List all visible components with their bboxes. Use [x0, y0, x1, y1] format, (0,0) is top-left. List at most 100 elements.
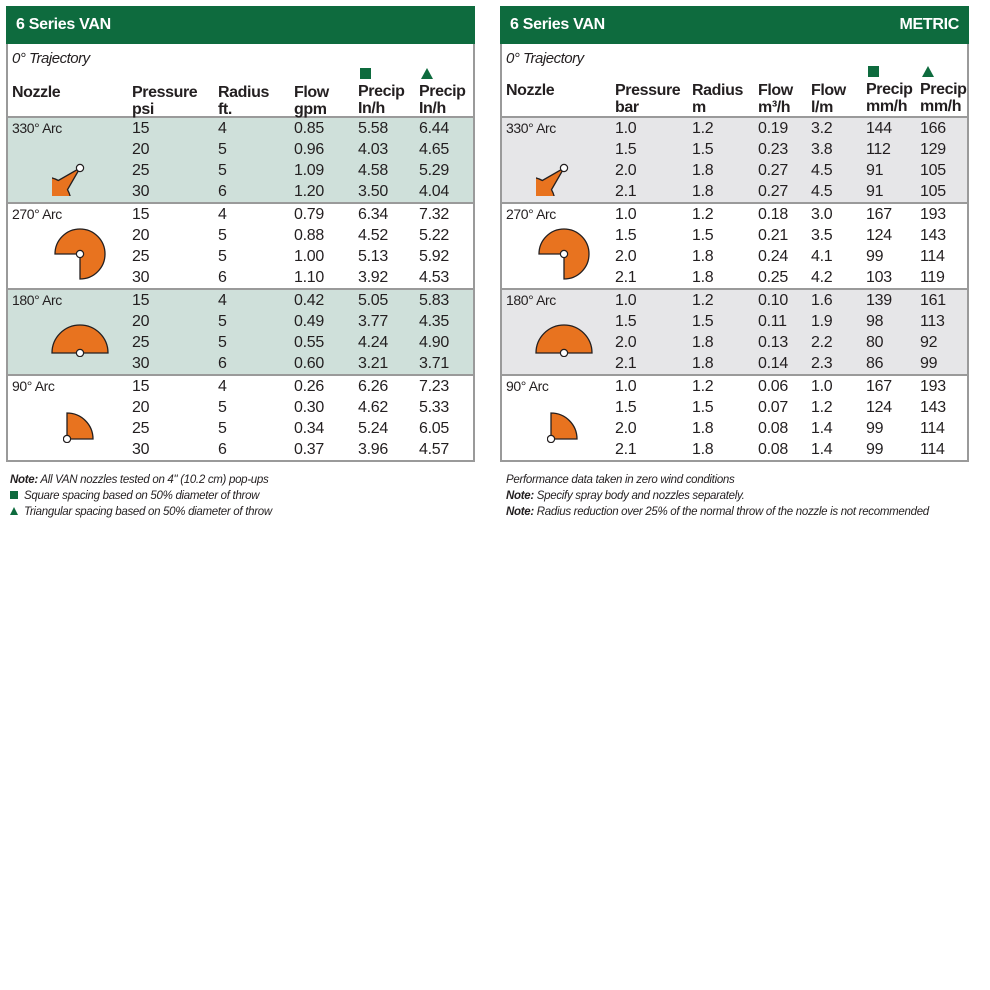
table-row: 1.0 1.2 0.18 3.0 167 193	[502, 204, 967, 225]
table-cell: 1.5	[692, 141, 714, 158]
table-cell: 4.03	[358, 141, 388, 158]
table-cell: 6	[218, 183, 227, 200]
table-cell: 2.0	[615, 162, 637, 179]
arc-label: 330° Arc	[506, 120, 556, 136]
table-cell: 1.5	[692, 227, 714, 244]
table-cell: 0.85	[294, 120, 324, 137]
table-cell: 124	[866, 227, 892, 244]
metric-table: 0° Trajectory Nozzle Pressure bar Radius m…	[500, 44, 969, 462]
trajectory-label: 0° Trajectory	[12, 50, 90, 67]
table-cell: 3.96	[358, 441, 388, 458]
table-cell: 3.2	[811, 120, 833, 137]
metric-table-panel: 6 Series VAN METRIC 0° Trajectory Nozzle…	[500, 6, 969, 462]
table-cell: 0.30	[294, 399, 324, 416]
table-cell: 112	[866, 141, 891, 158]
table-cell: 5.29	[419, 162, 449, 179]
table-row: 25 5 1.09 4.58 5.29	[8, 160, 473, 181]
table-row: 1.0 1.2 0.19 3.2 144 166	[502, 118, 967, 139]
nozzle-header: Nozzle	[506, 82, 555, 99]
note-radius-reduction: Note: Radius reduction over 25% of the n…	[506, 506, 929, 518]
table-cell: 0.13	[758, 334, 788, 351]
arc-label: 180° Arc	[506, 292, 556, 308]
table-cell: 4.35	[419, 313, 449, 330]
table-cell: 0.08	[758, 420, 788, 437]
table-cell: 6	[218, 269, 227, 286]
table-cell: 5	[218, 334, 227, 351]
table-row: 1.0 1.2 0.10 1.6 139 161	[502, 290, 967, 311]
note-triangle: Triangular spacing based on 50% diameter…	[10, 504, 272, 520]
pressure-header: Pressure psi	[132, 84, 198, 118]
table-cell: 0.14	[758, 355, 788, 372]
table-cell: 103	[866, 269, 892, 286]
table-cell: 0.34	[294, 420, 324, 437]
imperial-table-title: 6 Series VAN	[16, 16, 111, 33]
table-cell: 1.0	[615, 120, 637, 137]
table-cell: 0.10	[758, 292, 788, 309]
table-cell: 139	[866, 292, 892, 309]
table-cell: 4.58	[358, 162, 388, 179]
arc-label: 270° Arc	[506, 206, 556, 222]
table-cell: 1.2	[811, 399, 833, 416]
nozzle-group: 180° Arc 1.0 1.2 0.10 1.6 139 161 1.5 1.5 0.11 1.9…	[502, 290, 967, 376]
table-cell: 1.5	[615, 399, 637, 416]
column-headers: Nozzle Pressure psi Radius ft. Flow gpm Pre…	[8, 68, 473, 118]
table-cell: 5.05	[358, 292, 388, 309]
nozzle-group: 330° Arc 15 4 0.85 5.58 6.44 20 5 0.96 4.03 4.65 25…	[8, 118, 473, 228]
table-cell: 99	[866, 420, 884, 437]
nozzle-group: 90° Arc 15 4 0.26 6.26 7.23 20 5 0.30 4.62 5.33 25 5…	[8, 376, 473, 460]
table-cell: 2.0	[615, 420, 637, 437]
table-row: 1.5 1.5 0.11 1.9 98 113	[502, 311, 967, 332]
table-cell: 1.00	[294, 248, 324, 265]
table-row: 1.0 1.2 0.06 1.0 167 193	[502, 376, 967, 397]
table-cell: 161	[920, 292, 946, 309]
table-cell: 1.8	[692, 269, 714, 286]
table-cell: 1.5	[615, 141, 637, 158]
table-cell: 113	[920, 313, 945, 330]
precip-triangle-header: Precip mm/h	[920, 64, 967, 115]
triangle-icon	[10, 507, 18, 515]
table-cell: 7.23	[419, 378, 449, 395]
table-cell: 4	[218, 378, 227, 395]
table-cell: 0.96	[294, 141, 324, 158]
precip-square-header: Precip In/h	[358, 66, 405, 117]
table-cell: 1.8	[692, 162, 714, 179]
table-cell: 0.27	[758, 162, 788, 179]
table-cell: 5.24	[358, 420, 388, 437]
table-row: 2.1 1.8 0.27 4.5 91 105	[502, 181, 967, 202]
table-cell: 91	[866, 183, 884, 200]
flow-m3-header: Flow m³/h	[758, 82, 793, 116]
table-cell: 3.5	[811, 227, 833, 244]
table-cell: 2.0	[615, 334, 637, 351]
table-cell: 1.0	[615, 292, 637, 309]
table-cell: 5	[218, 313, 227, 330]
table-cell: 3.71	[419, 355, 449, 372]
table-cell: 6	[218, 355, 227, 372]
table-cell: 4.5	[811, 183, 833, 200]
table-cell: 92	[920, 334, 938, 351]
table-cell: 6.26	[358, 378, 388, 395]
table-cell: 5	[218, 399, 227, 416]
table-row: 20 5 0.30 4.62 5.33	[8, 397, 473, 418]
table-cell: 15	[132, 206, 150, 223]
table-cell: 4.24	[358, 334, 388, 351]
table-cell: 114	[920, 420, 945, 437]
table-cell: 2.0	[615, 248, 637, 265]
table-cell: 6	[218, 441, 227, 458]
table-cell: 3.8	[811, 141, 833, 158]
table-cell: 99	[866, 441, 884, 458]
table-row: 15 4 0.26 6.26 7.23	[8, 376, 473, 397]
table-cell: 167	[866, 206, 892, 223]
table-cell: 0.06	[758, 378, 788, 395]
note-separate: Note: Specify spray body and nozzles sep…	[506, 490, 745, 502]
metric-label: METRIC	[899, 16, 959, 33]
table-cell: 6.44	[419, 120, 449, 137]
table-cell: 86	[866, 355, 884, 372]
table-cell: 0.23	[758, 141, 788, 158]
table-cell: 143	[920, 399, 946, 416]
table-cell: 144	[866, 120, 892, 137]
table-cell: 114	[920, 248, 945, 265]
table-cell: 2.1	[615, 441, 637, 458]
table-cell: 1.4	[811, 441, 833, 458]
table-cell: 1.8	[692, 248, 714, 265]
table-row: 2.0 1.8 0.24 4.1 99 114	[502, 246, 967, 267]
